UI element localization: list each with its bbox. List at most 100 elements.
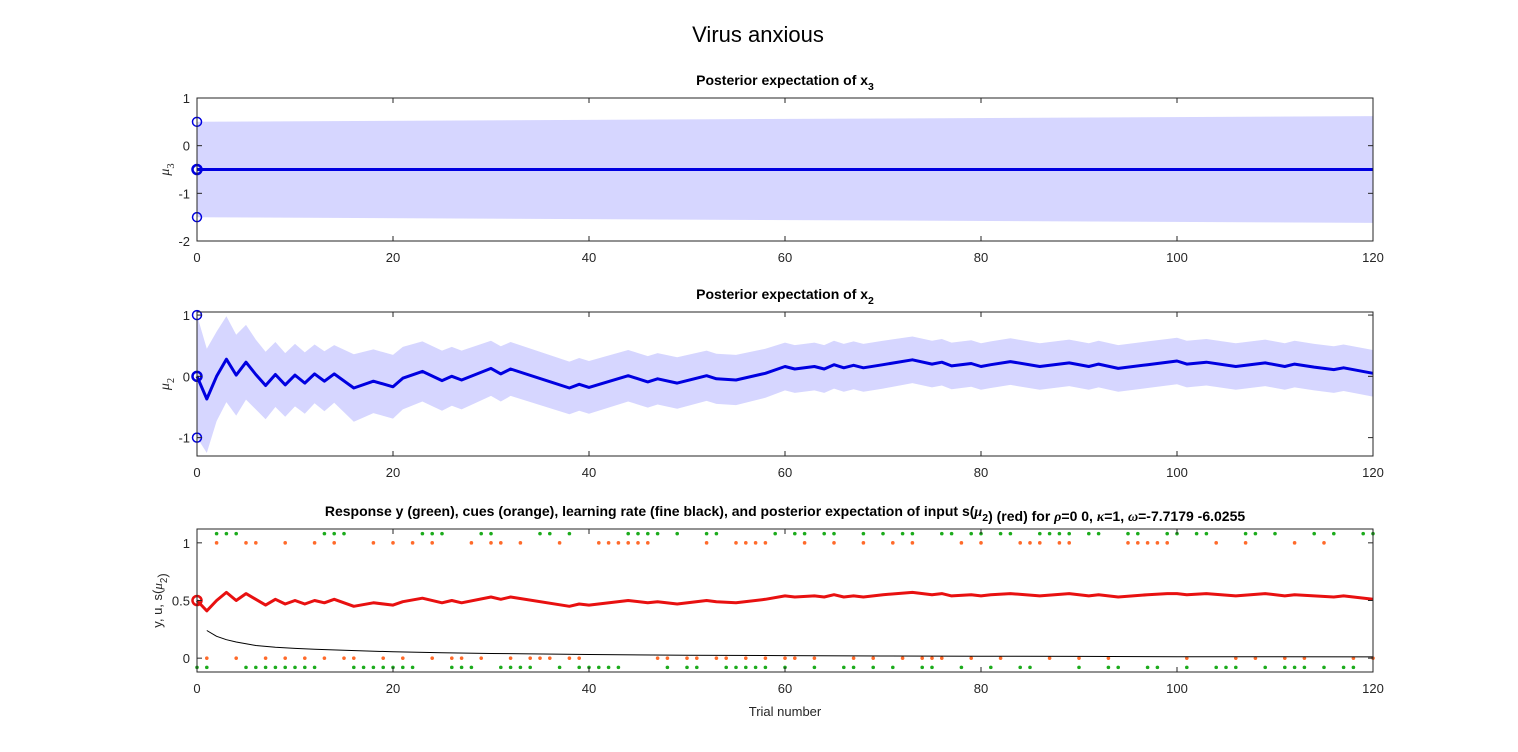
cue-point (930, 656, 934, 660)
cue-point (636, 541, 640, 545)
cue-point (577, 656, 581, 660)
cue-point (861, 541, 866, 545)
panel-title: Posterior expectation of x3 (696, 72, 874, 93)
cue-point (371, 541, 376, 545)
cue-point (1047, 656, 1052, 660)
response-point (734, 665, 738, 670)
cue-point (851, 656, 856, 660)
response-point (557, 665, 562, 670)
cue-point (959, 541, 964, 545)
response-point (616, 665, 621, 670)
response-point (597, 665, 601, 670)
x-tick-label: 0 (193, 250, 200, 265)
learning-rate-line (206, 630, 1374, 658)
text-run: Posterior expectation of x (696, 286, 868, 302)
cue-point (430, 656, 435, 660)
response-point (352, 665, 356, 670)
response-point (273, 665, 278, 670)
response-point (1243, 531, 1248, 536)
response-point (312, 665, 317, 670)
cue-point (1126, 541, 1130, 545)
cue-point (401, 656, 405, 660)
x-tick-label: 60 (778, 250, 792, 265)
response-point (518, 665, 523, 670)
cue-point (459, 656, 464, 660)
x-tick-label: 100 (1166, 250, 1188, 265)
cue-point (714, 656, 719, 660)
response-point (724, 665, 728, 670)
cue-point (626, 541, 630, 545)
text-run: κ (1097, 510, 1105, 525)
response-point (1047, 531, 1052, 536)
cue-point (303, 656, 307, 660)
response-point (469, 665, 474, 670)
response-point (704, 531, 709, 536)
response-point (1028, 665, 1032, 670)
response-point (459, 665, 464, 670)
response-point (714, 531, 719, 536)
response-point (832, 531, 836, 536)
response-point (401, 665, 405, 670)
response-point (1155, 665, 1160, 670)
x-tick-label: 40 (582, 681, 596, 696)
figure-title: Virus anxious (692, 22, 824, 47)
x-tick-label: 80 (974, 250, 988, 265)
response-point (254, 665, 258, 670)
response-point (1096, 531, 1101, 536)
response-point (489, 531, 493, 536)
response-point (910, 531, 915, 536)
cue-point (205, 656, 209, 660)
response-point (891, 665, 895, 670)
x-tick-label: 20 (386, 681, 400, 696)
response-point (1234, 665, 1238, 670)
cue-point (940, 656, 944, 660)
plot-area (197, 529, 1373, 672)
response-point (763, 665, 768, 670)
response-point (606, 665, 611, 670)
cue-point (763, 541, 768, 545)
response-point (479, 531, 484, 536)
cue-point (969, 656, 973, 660)
response-point (440, 531, 444, 536)
response-point (685, 665, 689, 670)
response-point (900, 531, 905, 536)
cue-point (518, 541, 523, 545)
x-tick-label: 120 (1362, 681, 1384, 696)
response-point (1332, 531, 1336, 536)
cue-point (616, 541, 621, 545)
response-point (1361, 531, 1365, 536)
text-run: μ (973, 505, 982, 520)
response-point (361, 665, 366, 670)
cue-point (430, 541, 435, 545)
response-point (753, 665, 758, 670)
response-point (1214, 665, 1218, 670)
cue-point (557, 541, 562, 545)
text-run: 2 (868, 295, 874, 307)
cue-point (665, 656, 670, 660)
cue-point (734, 541, 738, 545)
response-point (940, 531, 944, 536)
text-run: 3 (166, 163, 177, 168)
response-point (420, 531, 425, 536)
response-point (773, 531, 777, 536)
posterior-line (195, 357, 1374, 401)
cue-point (312, 541, 317, 545)
x-tick-label: 100 (1166, 465, 1188, 480)
response-point (1087, 531, 1091, 536)
response-point (1126, 531, 1130, 536)
text-run: μ (150, 583, 165, 591)
response-point (626, 531, 630, 536)
cue-point (1322, 541, 1326, 545)
cue-point (489, 541, 493, 545)
text-run: 2 (166, 378, 177, 383)
response-point (998, 531, 1003, 536)
response-point (1224, 665, 1228, 670)
text-run: Response y (green), cues (orange), learn… (325, 503, 975, 519)
cue-point (695, 656, 699, 660)
cue-point (979, 541, 983, 545)
response-point (1263, 665, 1267, 670)
cue-point (793, 656, 797, 660)
x-tick-label: 100 (1166, 681, 1188, 696)
response-point (410, 665, 415, 670)
